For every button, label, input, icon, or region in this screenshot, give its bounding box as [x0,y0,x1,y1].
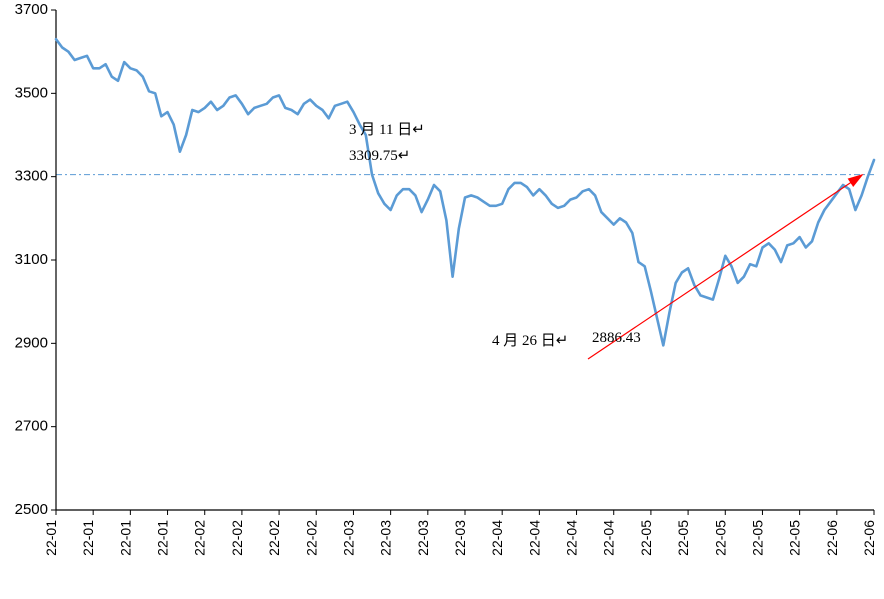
x-tick-label: 22-04 [564,520,580,556]
x-tick-label: 22-01 [80,520,96,556]
annotation-a3: 4 月 26 日↵ [492,333,568,349]
x-tick-label: 22-03 [378,520,394,556]
x-tick-label: 22-02 [266,520,282,556]
line-chart: 2500 2700 2900 3100 3300 3500 3700 22-01 22-01 22… [0,0,884,599]
x-tick-label: 22-01 [43,520,59,556]
x-tick-label: 22-04 [489,520,505,556]
y-tick-label: 2900 [15,334,48,351]
x-tick-label: 22-06 [861,520,877,556]
y-tick-label: 3100 [15,251,48,268]
x-tick-label: 22-06 [824,520,840,556]
x-tick-label: 22-02 [192,520,208,556]
chart-bg [0,0,884,599]
y-tick-label: 3700 [15,1,48,18]
x-tick-label: 22-01 [155,520,171,556]
x-tick-label: 22-05 [675,520,691,556]
x-tick-label: 22-05 [749,520,765,556]
chart-container: { "chart": { "type": "line", "width": 88… [0,0,884,599]
y-tick-label: 3500 [15,84,48,101]
x-tick-label: 22-02 [229,520,245,556]
x-tick-label: 22-03 [340,520,356,556]
x-tick-label: 22-02 [303,520,319,556]
x-tick-label: 22-01 [117,520,133,556]
annotation-a2: 3309.75↵ [349,148,410,164]
y-tick-label: 2500 [15,501,48,518]
x-tick-label: 22-05 [787,520,803,556]
annotation-a4: 2886.43 [592,330,641,346]
x-tick-label: 22-05 [638,520,654,556]
x-tick-label: 22-04 [601,520,617,556]
annotation-a1: 3 月 11 日↵ [349,122,425,138]
x-tick-label: 22-03 [452,520,468,556]
x-tick-label: 22-03 [415,520,431,556]
y-tick-label: 2700 [15,418,48,435]
x-tick-label: 22-05 [712,520,728,556]
y-tick-label: 3300 [15,168,48,185]
x-tick-label: 22-04 [526,520,542,556]
